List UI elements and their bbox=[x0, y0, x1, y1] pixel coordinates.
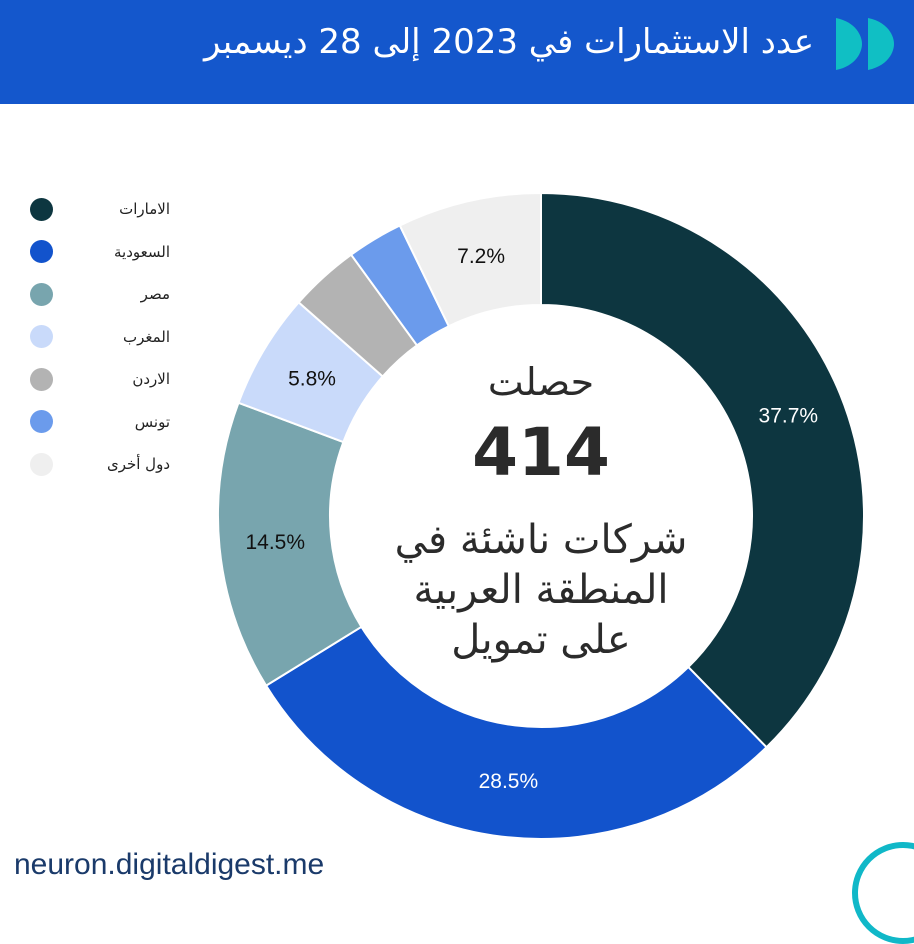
legend-item: تونس bbox=[30, 401, 170, 444]
logo-icon bbox=[836, 18, 894, 70]
legend-swatch bbox=[30, 282, 53, 306]
donut-slice bbox=[398, 191, 542, 328]
slice-label: 37.7% bbox=[759, 404, 819, 427]
legend-item: الاردن bbox=[30, 358, 170, 401]
donut-chart: 37.7% 28.5% 14.5% 5.8% 7.2% حصلت 414 شركات ناشئ… bbox=[217, 191, 865, 840]
legend-item: الامارات bbox=[30, 188, 170, 231]
center-text-line4: على تمويل bbox=[451, 617, 631, 663]
legend-swatch bbox=[30, 452, 53, 476]
legend-swatch bbox=[30, 197, 53, 221]
legend-label: الامارات bbox=[119, 200, 170, 219]
legend-label: دول أخرى bbox=[106, 455, 170, 474]
legend-swatch bbox=[30, 410, 53, 434]
donut-slice bbox=[540, 191, 865, 749]
slice-label: 7.2% bbox=[457, 245, 505, 268]
legend-item: دول أخرى bbox=[30, 443, 170, 486]
legend-swatch bbox=[30, 367, 53, 391]
slice-label: 28.5% bbox=[479, 770, 539, 793]
legend-label: مصر bbox=[140, 285, 170, 304]
legend-item: مصر bbox=[30, 273, 170, 316]
legend-label: السعودية bbox=[113, 242, 170, 261]
header-bar: عدد الاستثمارات في 2023 إلى 28 ديسمبر bbox=[0, 0, 914, 104]
footer-url[interactable]: neuron.digitaldigest.me bbox=[14, 848, 325, 881]
legend-swatch bbox=[30, 240, 53, 264]
legend-label: المغرب bbox=[122, 327, 170, 346]
slice-label: 5.8% bbox=[288, 368, 336, 391]
chart-legend: الامارات السعودية مصر المغرب الاردن تونس دول أ… bbox=[30, 188, 170, 486]
center-text-number: 414 bbox=[472, 414, 610, 491]
legend-label: الاردن bbox=[132, 370, 170, 389]
donut-slice bbox=[264, 625, 768, 840]
legend-swatch bbox=[30, 325, 53, 349]
center-text-line2: شركات ناشئة في bbox=[395, 517, 688, 563]
legend-item: السعودية bbox=[30, 231, 170, 274]
center-text-line1: حصلت bbox=[488, 360, 594, 404]
center-text-line3: المنطقة العربية bbox=[413, 567, 668, 613]
page-title: عدد الاستثمارات في 2023 إلى 28 ديسمبر bbox=[203, 22, 814, 62]
legend-item: المغرب bbox=[30, 316, 170, 359]
slice-label: 14.5% bbox=[245, 531, 305, 554]
legend-label: تونس bbox=[134, 412, 170, 431]
